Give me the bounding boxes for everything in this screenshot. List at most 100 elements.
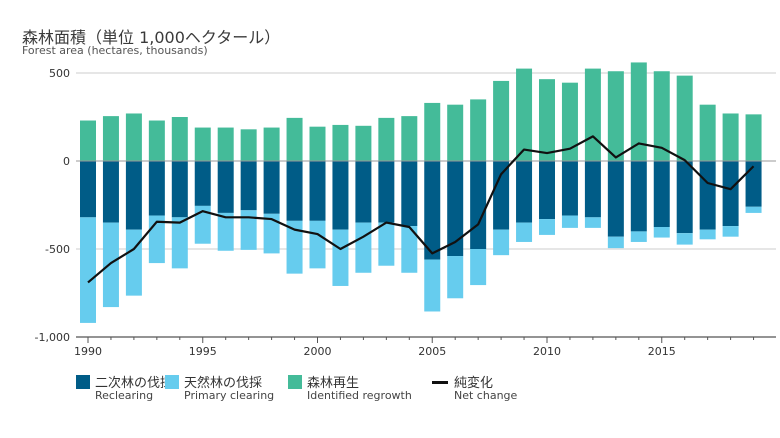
bar-regrowth: [80, 120, 96, 161]
legend-label-en-primary: Primary clearing: [184, 389, 275, 402]
net-change-line: [87, 135, 755, 284]
bar-regrowth: [401, 116, 418, 161]
bar-primary-clearing: [286, 220, 303, 274]
bar-primary-clearing: [240, 210, 257, 250]
bar-reclearing: [240, 161, 257, 211]
legend-line-net: [432, 381, 448, 384]
bar-primary-clearing: [355, 222, 372, 273]
bar-regrowth: [561, 82, 578, 161]
bar-primary-clearing: [332, 229, 349, 286]
bar-reclearing: [286, 161, 303, 221]
bar-regrowth: [447, 104, 464, 161]
legend-swatch-primary: [165, 375, 179, 389]
bar-reclearing: [630, 161, 647, 232]
bar-reclearing: [584, 161, 601, 218]
bar-reclearing: [699, 161, 716, 230]
y-tick-label: -1,000: [35, 331, 70, 344]
bar-regrowth: [516, 68, 533, 161]
bar-primary-clearing: [125, 229, 142, 296]
x-tick-label: 2005: [418, 345, 446, 358]
bar-primary-clearing: [516, 222, 533, 242]
bar-regrowth: [493, 80, 510, 161]
bar-reclearing: [263, 161, 280, 214]
bar-primary-clearing: [745, 206, 762, 213]
legend-label-ja-primary: 天然林の伐採: [184, 376, 263, 391]
bar-reclearing: [194, 161, 211, 206]
bar-regrowth: [584, 68, 601, 161]
x-tick-label: 1990: [74, 345, 102, 358]
bar-primary-clearing: [378, 222, 395, 266]
bar-reclearing: [745, 161, 762, 207]
bar-regrowth: [355, 125, 372, 161]
bar-reclearing: [171, 161, 188, 218]
bar-primary-clearing: [722, 226, 739, 237]
x-tick-label: 2010: [533, 345, 561, 358]
bar-primary-clearing: [676, 233, 693, 245]
bar-regrowth: [745, 114, 762, 161]
bar-primary-clearing: [102, 222, 119, 308]
bar-primary-clearing: [653, 227, 670, 238]
bar-regrowth: [148, 120, 165, 161]
bar-reclearing: [148, 161, 165, 216]
bar-reclearing: [355, 161, 372, 223]
bar-reclearing: [309, 161, 326, 221]
bar-regrowth: [171, 117, 188, 161]
bar-regrowth: [309, 126, 326, 161]
bar-reclearing: [607, 161, 624, 237]
bar-regrowth: [539, 79, 555, 161]
bar-regrowth: [699, 104, 716, 161]
bar-primary-clearing: [539, 219, 555, 235]
bar-regrowth: [607, 71, 624, 161]
bar-regrowth: [676, 75, 693, 161]
bar-reclearing: [378, 161, 395, 223]
bar-primary-clearing: [424, 259, 441, 312]
bar-regrowth: [470, 99, 487, 161]
y-tick-label: -500: [45, 243, 70, 256]
bar-regrowth: [194, 127, 211, 161]
bar-reclearing: [539, 161, 555, 220]
legend-label-ja-net: 純変化: [454, 376, 494, 391]
bar-primary-clearing: [699, 229, 716, 240]
legend-label-ja-reclearing: 二次林の伐採: [95, 376, 174, 391]
chart-subtitle: Forest area (hectares, thousands): [22, 44, 208, 57]
x-tick-label: 1995: [189, 345, 217, 358]
y-tick-label: 500: [49, 67, 70, 80]
bar-primary-clearing: [561, 215, 578, 228]
bar-primary-clearing: [80, 217, 96, 323]
bar-regrowth: [263, 127, 280, 161]
bar-primary-clearing: [194, 205, 211, 244]
bar-reclearing: [102, 161, 119, 223]
bar-regrowth: [722, 113, 739, 161]
bar-reclearing: [516, 161, 533, 223]
bar-regrowth: [630, 62, 647, 161]
bar-primary-clearing: [607, 236, 624, 249]
legend-label-ja-regrowth: 森林再生: [307, 376, 360, 391]
legend: 二次林の伐採 Reclearing 天然林の伐採 Primary clearin…: [0, 372, 780, 412]
bar-regrowth: [286, 117, 303, 161]
bar-primary-clearing: [630, 231, 647, 242]
bar-primary-clearing: [401, 226, 418, 273]
y-tick-label: 0: [63, 155, 70, 168]
bar-reclearing: [217, 161, 234, 213]
legend-swatch-reclearing: [76, 375, 90, 389]
x-tick-label: 2015: [648, 345, 676, 358]
bar-reclearing: [424, 161, 441, 260]
bar-primary-clearing: [447, 256, 464, 299]
legend-swatch-regrowth: [288, 375, 302, 389]
legend-label-en-reclearing: Reclearing: [95, 389, 154, 402]
legend-label-en-regrowth: Identified regrowth: [307, 389, 412, 402]
bar-regrowth: [332, 124, 349, 161]
bar-regrowth: [378, 117, 395, 161]
bar-reclearing: [447, 161, 464, 257]
bar-reclearing: [561, 161, 578, 216]
bar-reclearing: [401, 161, 418, 227]
bar-reclearing: [125, 161, 142, 230]
bar-regrowth: [240, 129, 257, 161]
bar-reclearing: [493, 161, 510, 230]
bar-reclearing: [470, 161, 487, 249]
bar-regrowth: [102, 116, 119, 161]
legend-label-en-net: Net change: [454, 389, 518, 402]
bar-regrowth: [653, 71, 670, 161]
bar-regrowth: [125, 113, 142, 161]
